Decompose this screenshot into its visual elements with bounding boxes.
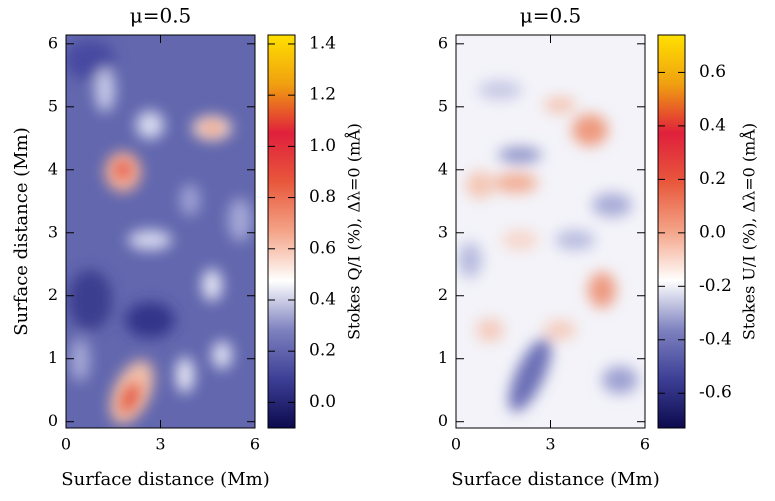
y-tick-label: 6 xyxy=(438,33,448,52)
y-tick-label: 5 xyxy=(438,96,448,115)
y-tick-label: 5 xyxy=(48,96,58,115)
colorbar-tick-label: 0.0 xyxy=(699,222,726,242)
x-axis-label: Surface distance (Mm) xyxy=(61,469,269,490)
x-tick-label: 0 xyxy=(451,435,461,454)
x-axis-label: Surface distance (Mm) xyxy=(451,469,659,490)
colorbar xyxy=(657,34,686,429)
colorbar-tick-label: 0.4 xyxy=(699,115,726,135)
x-tick-label: 6 xyxy=(640,435,650,454)
y-tick-label: 2 xyxy=(48,285,58,304)
panel-title: μ=0.5 xyxy=(520,4,582,28)
colorbar-tick-label: 0.0 xyxy=(309,392,336,412)
x-tick-label: 3 xyxy=(155,435,165,454)
y-tick-label: 2 xyxy=(438,285,448,304)
y-tick-label: 0 xyxy=(438,411,448,430)
colorbar-label: Stokes U/I (%), Δλ=0 (mÅ) xyxy=(739,123,759,340)
colorbar-tick-label: 1.0 xyxy=(309,136,336,156)
colorbar-tick-label: 0.6 xyxy=(309,238,336,258)
y-tick-label: 4 xyxy=(438,159,448,178)
heatmap-field xyxy=(456,35,645,428)
y-axis-label: Surface distance (Mm) xyxy=(11,127,32,335)
y-tick-label: 3 xyxy=(438,222,448,241)
colorbar-tick-label: 0.4 xyxy=(309,289,336,309)
colorbar xyxy=(267,34,296,429)
colorbar-tick-label: 0.2 xyxy=(699,169,726,189)
colorbar-tick-label: 0.8 xyxy=(309,187,336,207)
x-tick-label: 0 xyxy=(61,435,71,454)
y-tick-label: 1 xyxy=(438,348,448,367)
panel-title: μ=0.5 xyxy=(130,4,192,28)
heatmap-field xyxy=(66,35,255,428)
colorbar-tick-label: 0.6 xyxy=(699,62,726,82)
colorbar-tick-label: 0.2 xyxy=(309,341,336,361)
colorbar-tick-label: 1.4 xyxy=(309,33,336,53)
colorbar-tick-label: -0.4 xyxy=(699,329,732,349)
colorbar-tick-label: 1.2 xyxy=(309,85,336,105)
x-tick-label: 3 xyxy=(545,435,555,454)
colorbar-tick-label: -0.6 xyxy=(699,383,732,403)
y-tick-label: 1 xyxy=(48,348,58,367)
y-tick-label: 4 xyxy=(48,159,58,178)
colorbar-label: Stokes Q/I (%), Δλ=0 (mÅ) xyxy=(344,123,364,340)
y-tick-label: 0 xyxy=(48,411,58,430)
y-tick-label: 3 xyxy=(48,222,58,241)
x-tick-label: 6 xyxy=(250,435,260,454)
y-tick-label: 6 xyxy=(48,33,58,52)
colorbar-tick-label: -0.2 xyxy=(699,276,732,296)
